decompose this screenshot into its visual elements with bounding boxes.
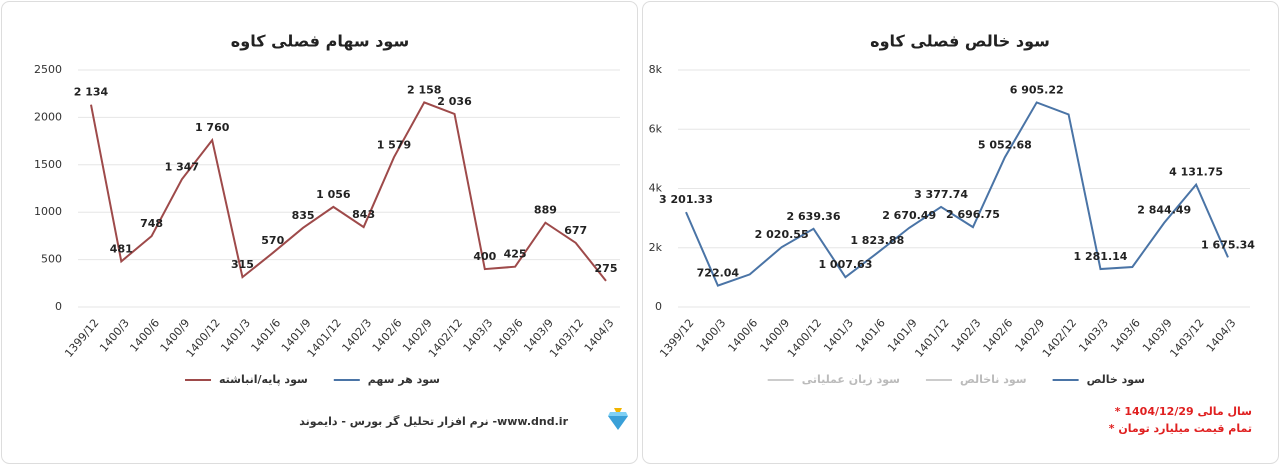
x-tick-label: 1401/3 (821, 317, 856, 355)
chart-title: سود سهام فصلی کاوه (231, 32, 409, 51)
x-tick-label: 1403/6 (1108, 317, 1143, 355)
y-tick-label: 1000 (34, 205, 62, 218)
x-tick-label: 1400/12 (785, 317, 824, 360)
data-label: 2 134 (74, 86, 109, 99)
y-tick-label: 500 (41, 253, 62, 266)
data-label: 1 823.88 (850, 234, 904, 247)
note: * سال مالی 1404/12/29 (1115, 405, 1252, 418)
data-label: 400 (473, 250, 496, 263)
data-label: 2 020.55 (755, 228, 809, 241)
data-label: 2 844.49 (1137, 204, 1191, 217)
data-label: 1 281.14 (1074, 250, 1128, 263)
y-tick-label: 0 (55, 300, 62, 313)
y-tick-label: 4k (649, 182, 663, 195)
y-tick-label: 2k (649, 241, 663, 254)
data-label: 6 905.22 (1010, 83, 1064, 96)
x-tick-label: 1399/12 (62, 317, 101, 360)
x-tick-label: 1402/3 (949, 317, 984, 355)
data-label: 570 (261, 234, 284, 247)
x-tick-label: 1399/12 (657, 317, 696, 360)
data-label: 5 052.68 (978, 138, 1032, 151)
y-tick-label: 2000 (34, 110, 62, 123)
data-label: 1 579 (377, 138, 411, 151)
x-tick-label: 1400/6 (726, 317, 761, 355)
x-tick-label: 1403/3 (1076, 317, 1111, 355)
y-tick-label: 1500 (34, 158, 62, 171)
note: * تمام قیمت میلیارد تومان (1109, 422, 1252, 435)
data-label: 722.04 (697, 267, 740, 280)
y-tick-label: 0 (655, 300, 662, 313)
data-label: 1 760 (195, 121, 230, 134)
data-label: 2 670.49 (882, 209, 936, 222)
x-tick-label: 1401/3 (218, 317, 253, 355)
x-tick-label: 1400/3 (694, 317, 729, 355)
y-tick-label: 2500 (34, 63, 62, 76)
legend-label: سود پایه/انباشته (219, 373, 308, 386)
data-label: 1 347 (165, 160, 199, 173)
data-label: 481 (110, 242, 133, 255)
legend-label: سود هر سهم (368, 373, 440, 386)
data-label: 4 131.75 (1169, 166, 1223, 179)
data-label: 677 (564, 224, 587, 237)
x-tick-label: 1401/12 (912, 317, 951, 360)
x-tick-label: 1404/3 (582, 317, 617, 355)
data-label: 748 (140, 217, 163, 230)
data-label: 315 (231, 258, 254, 271)
y-tick-label: 8k (649, 63, 663, 76)
data-label: 2 036 (437, 95, 472, 108)
legend-label: سود خالص (1087, 373, 1145, 386)
x-tick-label: 1402/6 (981, 317, 1016, 355)
x-tick-label: 1400/3 (97, 317, 132, 355)
data-label: 843 (352, 208, 375, 221)
legend-label: سود ناخالص (960, 373, 1027, 386)
y-tick-label: 6k (649, 122, 663, 135)
x-tick-label: 1400/6 (127, 317, 162, 355)
x-tick-label: 1404/3 (1204, 317, 1239, 355)
chart-title: سود خالص فصلی کاوه (870, 32, 1050, 51)
data-label: 3 201.33 (659, 193, 713, 206)
x-tick-label: 1403/3 (461, 317, 496, 355)
x-tick-label: 1401/6 (853, 317, 888, 355)
x-tick-label: 1402/3 (339, 317, 374, 355)
data-label: 3 377.74 (914, 188, 968, 201)
logo (608, 408, 628, 430)
data-label: 889 (534, 204, 557, 217)
data-label: 2 639.36 (787, 210, 841, 223)
x-tick-label: 1402/6 (370, 317, 405, 355)
x-tick-label: 1403/6 (491, 317, 526, 355)
right-panel (642, 1, 1279, 464)
data-label: 1 056 (316, 188, 351, 201)
left-panel (1, 1, 638, 464)
data-label: 425 (504, 248, 527, 261)
data-label: 2 696.75 (946, 208, 1000, 221)
data-label: 1 007.63 (818, 258, 872, 271)
data-label: 275 (595, 262, 618, 275)
series-line (685, 101, 1229, 287)
data-label: 1 675.34 (1201, 238, 1255, 251)
series-line (90, 101, 607, 282)
footer-text: نرم افزار تحلیل گر بورس - دایموند -www.d… (299, 415, 568, 428)
x-tick-label: 1402/12 (1040, 317, 1079, 360)
legend-label: سود زیان عملیاتی (802, 373, 900, 386)
x-tick-label: 1403/12 (1167, 317, 1206, 360)
data-label: 2 158 (407, 83, 441, 96)
x-tick-label: 1401/6 (249, 317, 284, 355)
data-label: 835 (292, 209, 315, 222)
